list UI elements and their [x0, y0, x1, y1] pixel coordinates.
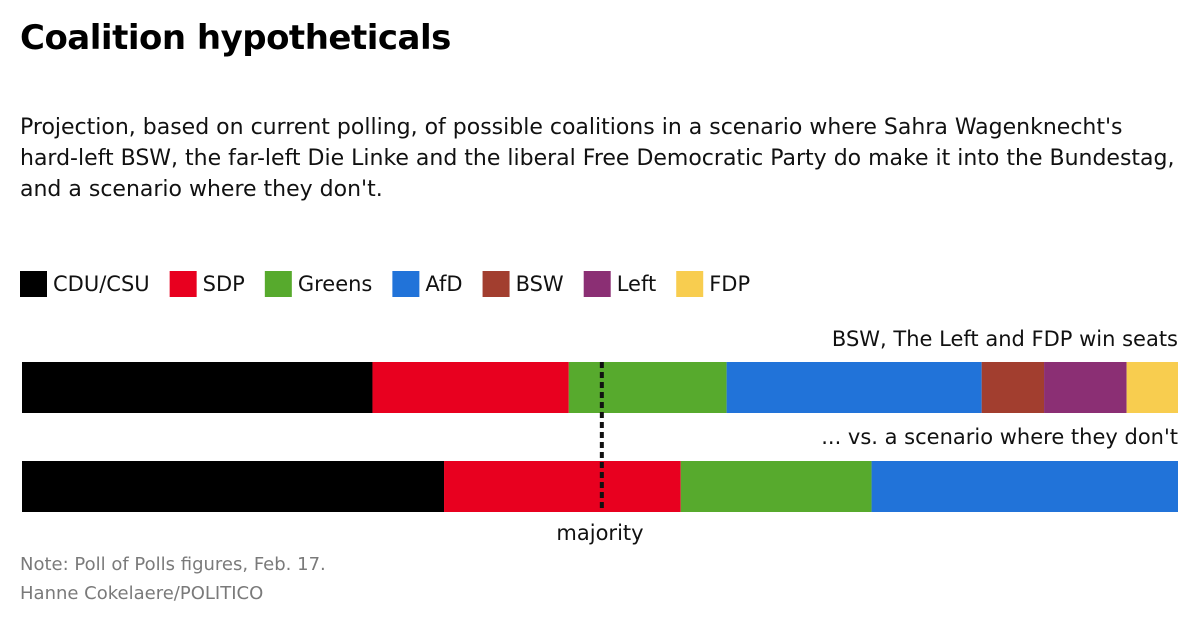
bar-segment: [680, 461, 872, 512]
note: Note: Poll of Polls figures, Feb. 17.: [20, 554, 326, 575]
bar-segment: [568, 362, 727, 413]
legend-swatch: [392, 271, 420, 297]
legend-label: Greens: [298, 272, 373, 296]
legend-swatch: [676, 271, 704, 297]
row-label: ... vs. a scenario where they don't: [821, 425, 1178, 449]
bar-segment: [1126, 362, 1178, 413]
bar-segment: [444, 461, 681, 512]
legend-swatch: [264, 271, 292, 297]
bar-segment: [22, 362, 373, 413]
chart-subtitle: Projection, based on current polling, of…: [20, 115, 1175, 202]
legend-label: SDP: [203, 272, 245, 296]
source: Hanne Cokelaere/POLITICO: [20, 583, 263, 604]
legend-swatch: [482, 271, 510, 297]
bar-segment: [981, 362, 1045, 413]
bar-segment: [726, 362, 982, 413]
bar-segment: [372, 362, 569, 413]
legend-label: FDP: [709, 272, 750, 296]
legend-label: AfD: [425, 272, 462, 296]
row-label: BSW, The Left and FDP win seats: [832, 327, 1178, 351]
majority-label: majority: [556, 521, 643, 545]
legend-label: Left: [617, 272, 657, 296]
bar-segment: [22, 461, 445, 512]
bar-segment: [1044, 362, 1127, 413]
legend-label: BSW: [516, 272, 564, 296]
legend-swatch: [169, 271, 197, 297]
legend-swatch: [583, 271, 611, 297]
chart-title: Coalition hypotheticals: [20, 18, 451, 58]
legend-label: CDU/CSU: [53, 272, 150, 296]
legend-swatch: [20, 271, 47, 297]
bar-segment: [871, 461, 1178, 512]
